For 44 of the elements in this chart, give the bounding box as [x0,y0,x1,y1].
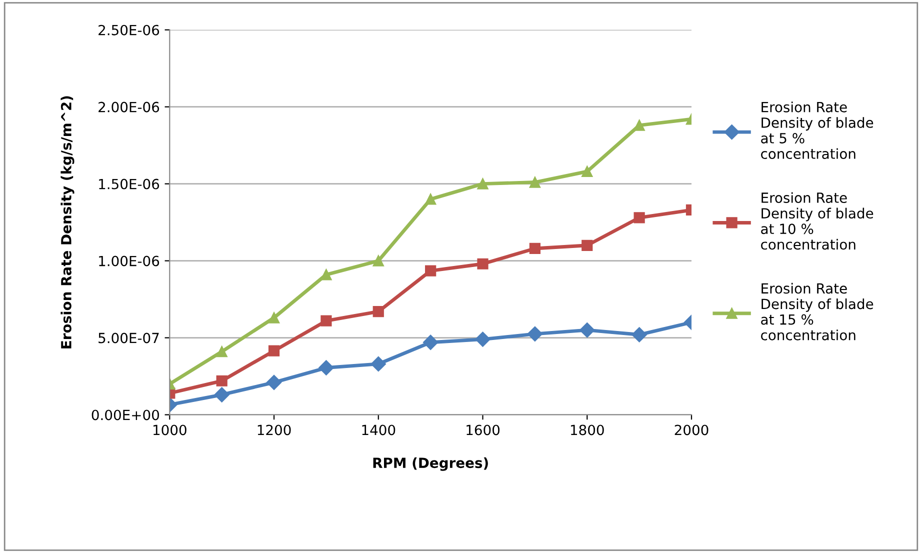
point [216,346,228,358]
point [370,356,386,372]
point [320,269,332,280]
legend-label: Erosion Rate Density of blade at 15 % concentration [761,282,874,340]
x-tick-label: 1400 [362,424,396,436]
x-tick-label: 1200 [258,424,291,436]
point [475,332,490,347]
point [318,360,334,376]
point [268,312,280,324]
point [214,387,230,402]
point [580,322,595,338]
y-tick-label: 5.00E-07 [98,332,159,344]
point [634,212,645,224]
x-tick-label: 1800 [570,424,604,436]
legend-label: Erosion Rate Density of blade at 10 % concentration [761,192,874,250]
point [632,327,647,342]
x-tick-label: 1600 [466,424,500,436]
point [423,334,438,350]
y-tick-label: 0.00E+00 [92,410,159,420]
legend-label: Erosion Rate Density of blade at 5 % concentration [761,102,874,160]
point [477,178,488,190]
point [216,375,228,386]
point [372,255,384,266]
y-axis-title: Erosion Rate Density (kg/s/m^2) [60,96,74,348]
point [634,120,645,131]
point [266,374,282,390]
y-tick-label: 1.00E-06 [99,256,160,266]
point [425,194,436,205]
point [582,166,593,178]
x-axis-title: RPM (Degrees) [373,457,488,471]
point [527,326,543,342]
y-tick-label: 1.50E-06 [99,178,160,190]
point [582,240,593,251]
y-tick-label: 2.00E-06 [98,102,160,112]
point [268,345,280,356]
point [372,306,384,318]
x-tick-label: 2000 [674,424,708,436]
y-tick-label: 2.50E-06 [98,24,160,36]
x-tick-label: 1000 [154,424,186,436]
point [477,258,488,270]
point [529,242,540,254]
point [425,265,436,276]
point [529,176,540,188]
point [320,315,332,326]
